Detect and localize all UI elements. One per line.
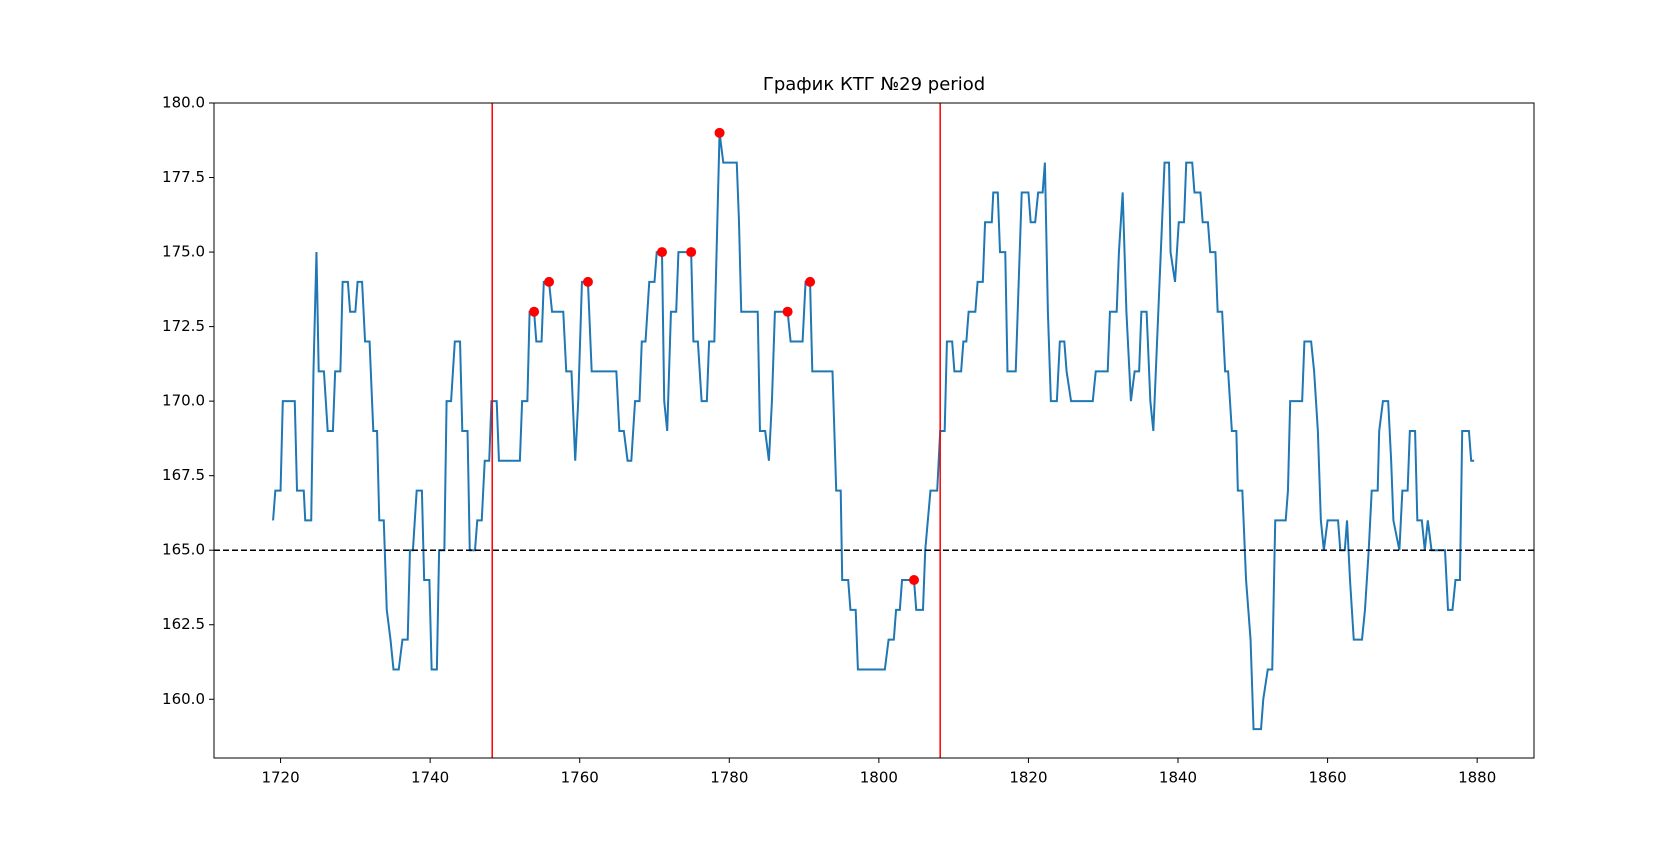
peak-point (909, 575, 920, 586)
y-tick-label: 172.5 (162, 317, 205, 335)
y-tick-label: 162.5 (162, 615, 205, 633)
line (272, 132, 1475, 731)
y-tick-label: 167.5 (162, 466, 205, 484)
x-tick-label: 1740 (411, 769, 449, 787)
y-tick-label: 160.0 (162, 690, 205, 708)
y-tick-label: 170.0 (162, 392, 205, 410)
chart-title: График КТГ №29 period (763, 74, 985, 95)
y-tick-label: 175.0 (162, 243, 205, 261)
peak-point (714, 127, 725, 138)
y-tick-label: 180.0 (162, 94, 205, 112)
peak-point (529, 306, 540, 317)
x-tick-label: 1760 (561, 769, 599, 787)
peak-point (805, 276, 816, 287)
peak-point (582, 276, 593, 287)
peak-point (544, 276, 555, 287)
x-tick-label: 1860 (1308, 769, 1346, 787)
x-tick-label: 1840 (1159, 769, 1197, 787)
x-tick-label: 1820 (1009, 769, 1047, 787)
x-tick-label: 1720 (261, 769, 299, 787)
y-tick-label: 177.5 (162, 168, 205, 186)
plot-frame (213, 102, 1535, 759)
x-tick-label: 1880 (1458, 769, 1496, 787)
x-tick-label: 1800 (860, 769, 898, 787)
y-tick-label: 165.0 (162, 541, 205, 559)
x-tick-label: 1780 (710, 769, 748, 787)
peak-point (782, 306, 793, 317)
peak-point (686, 247, 697, 258)
peak-point (656, 247, 667, 258)
